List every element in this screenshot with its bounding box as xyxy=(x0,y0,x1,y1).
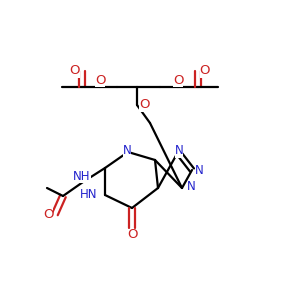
Text: O: O xyxy=(139,98,149,112)
Text: O: O xyxy=(95,74,105,86)
Text: N: N xyxy=(187,181,195,194)
Text: N: N xyxy=(123,145,131,158)
Text: HN: HN xyxy=(80,188,97,202)
Text: O: O xyxy=(200,64,210,77)
Text: N: N xyxy=(195,164,203,176)
Text: NH: NH xyxy=(73,169,91,182)
Text: O: O xyxy=(173,74,183,86)
Text: O: O xyxy=(43,208,53,220)
Text: O: O xyxy=(127,229,137,242)
Text: O: O xyxy=(70,64,80,77)
Text: N: N xyxy=(175,145,183,158)
